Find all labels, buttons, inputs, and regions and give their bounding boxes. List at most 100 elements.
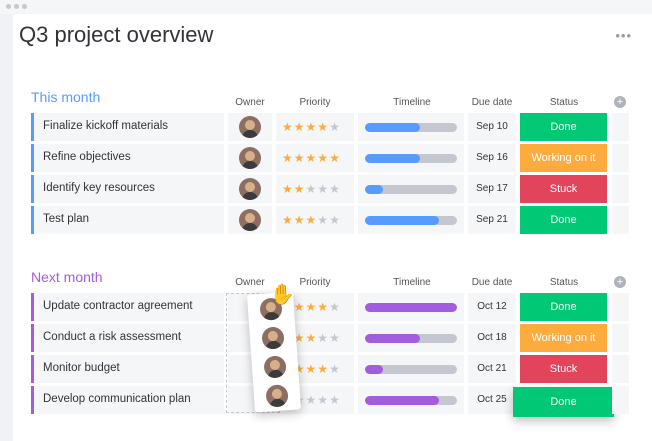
column-header-timeline[interactable]: Timeline [393,97,431,108]
star-icon[interactable]: ★ [317,393,330,407]
column-header-status[interactable]: Status [549,277,579,288]
priority-cell[interactable] [276,206,354,234]
star-icon[interactable]: ★ [305,151,318,165]
item-name-cell[interactable]: Refine objectives [31,144,224,172]
add-column-icon[interactable]: + [614,96,626,108]
status-label[interactable]: Done [520,293,607,321]
due-date-cell[interactable] [468,355,516,383]
column-header-priority[interactable]: Priority [299,277,331,288]
star-icon[interactable]: ★ [317,362,330,376]
add-column-icon[interactable]: + [614,276,626,288]
star-icon[interactable]: ★ [305,213,318,227]
group-color-bar [31,355,34,383]
column-header-timeline[interactable]: Timeline [393,277,431,288]
group-title[interactable]: This month [31,89,101,105]
due-date-cell[interactable] [468,175,516,203]
status-label[interactable]: Stuck [520,175,607,203]
timeline-bar[interactable] [365,334,457,343]
star-icon[interactable]: ★ [317,182,330,196]
star-icon[interactable]: ★ [293,182,306,196]
timeline-bar[interactable] [365,303,457,312]
owner-avatar[interactable] [261,326,285,350]
more-options-icon[interactable]: ••• [615,28,632,43]
priority-cell[interactable] [276,113,354,141]
star-icon[interactable]: ★ [329,182,341,196]
group-title[interactable]: Next month [31,269,103,285]
column-header-due[interactable]: Due date [471,277,513,288]
star-icon[interactable]: ★ [317,120,330,134]
status-label[interactable]: Stuck [520,355,607,383]
item-name-cell[interactable]: Identify key resources [31,175,224,203]
due-date-cell[interactable] [468,206,516,234]
star-icon[interactable]: ★ [282,151,294,165]
due-date-cell[interactable] [468,293,516,321]
star-icon[interactable]: ★ [317,300,330,314]
item-name-cell[interactable]: Finalize kickoff materials [31,113,224,141]
item-name-cell[interactable]: Test plan [31,206,224,234]
priority-rating[interactable]: ★★★★★ [282,213,341,227]
star-icon[interactable]: ★ [329,393,341,407]
column-header-status[interactable]: Status [549,97,579,108]
due-date: Sep 21 [476,214,508,225]
star-icon[interactable]: ★ [305,331,318,345]
status-label[interactable]: Done [513,387,614,417]
item-name-cell[interactable]: Monitor budget [31,355,224,383]
star-icon[interactable]: ★ [282,213,294,227]
star-icon[interactable]: ★ [305,393,318,407]
item-name-cell[interactable]: Update contractor agreement [31,293,224,321]
star-icon[interactable]: ★ [305,182,318,196]
priority-rating[interactable]: ★★★★★ [282,120,341,134]
star-icon[interactable]: ★ [329,213,341,227]
due-date-cell[interactable] [468,386,516,414]
status-label[interactable]: Done [520,206,607,234]
owner-avatar[interactable] [263,355,287,379]
timeline-bar[interactable] [365,365,457,374]
column-header-owner[interactable]: Owner [235,97,265,108]
owner-avatar[interactable] [239,116,261,138]
star-icon[interactable]: ★ [293,331,306,345]
star-icon[interactable]: ★ [293,300,306,314]
owner-avatar[interactable] [239,209,261,231]
star-icon[interactable]: ★ [317,331,330,345]
due-date-cell[interactable] [468,144,516,172]
star-icon[interactable]: ★ [305,300,318,314]
star-icon[interactable]: ★ [305,362,318,376]
timeline-bar[interactable] [365,154,457,163]
status-label[interactable]: Working on it [520,324,607,352]
star-icon[interactable]: ★ [293,151,306,165]
column-header-owner[interactable]: Owner [235,277,265,288]
priority-cell[interactable] [276,175,354,203]
star-icon[interactable]: ★ [293,213,306,227]
item-name-cell[interactable]: Conduct a risk assessment [31,324,224,352]
item-name-cell[interactable]: Develop communication plan [31,386,224,414]
priority-cell[interactable] [276,144,354,172]
column-header-due[interactable]: Due date [471,97,513,108]
timeline-bar[interactable] [365,123,457,132]
status-label[interactable]: Working on it [520,144,607,172]
dragged-owner-column[interactable] [246,291,302,413]
star-icon[interactable]: ★ [329,362,341,376]
star-icon[interactable]: ★ [329,120,341,134]
star-icon[interactable]: ★ [305,120,318,134]
star-icon[interactable]: ★ [317,151,330,165]
star-icon[interactable]: ★ [317,213,330,227]
star-icon[interactable]: ★ [329,300,341,314]
owner-avatar[interactable] [265,384,289,408]
timeline-bar[interactable] [365,185,457,194]
timeline-bar[interactable] [365,216,457,225]
star-icon[interactable]: ★ [293,120,306,134]
due-date-cell[interactable] [468,113,516,141]
column-header-priority[interactable]: Priority [299,97,331,108]
status-label[interactable]: Done [520,113,607,141]
owner-avatar[interactable] [239,147,261,169]
star-icon[interactable]: ★ [282,120,294,134]
star-icon[interactable]: ★ [329,151,341,165]
priority-rating[interactable]: ★★★★★ [282,151,341,165]
star-icon[interactable]: ★ [293,362,306,376]
priority-rating[interactable]: ★★★★★ [282,182,341,196]
owner-avatar[interactable] [239,178,261,200]
star-icon[interactable]: ★ [329,331,341,345]
due-date-cell[interactable] [468,324,516,352]
star-icon[interactable]: ★ [282,182,294,196]
timeline-bar[interactable] [365,396,457,405]
